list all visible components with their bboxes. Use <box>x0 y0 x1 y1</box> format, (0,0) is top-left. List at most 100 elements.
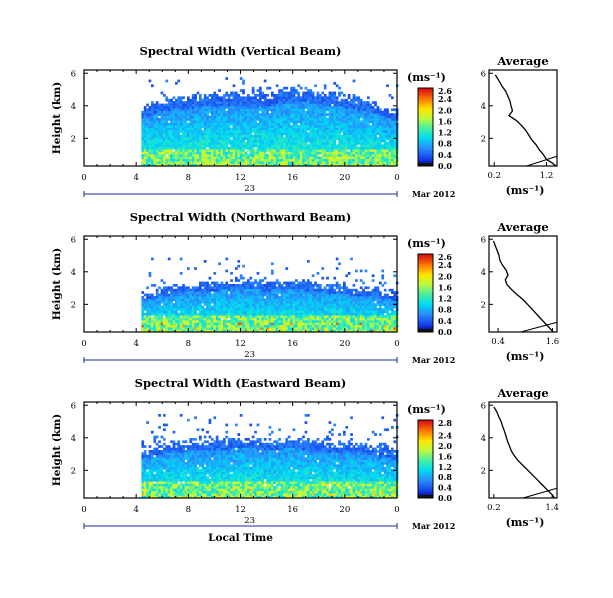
heatmap-cell <box>213 310 217 314</box>
heatmap-cell <box>165 132 169 136</box>
heatmap-cell <box>335 310 339 314</box>
heatmap-cell <box>227 293 231 297</box>
heatmap-cell <box>328 149 332 152</box>
heatmap-cell <box>218 262 221 266</box>
heatmap-cell <box>304 284 308 287</box>
heatmap-cell <box>314 106 317 109</box>
heatmap-cell <box>299 130 303 133</box>
heatmap-cell <box>323 296 327 299</box>
heatmap-cell <box>146 156 149 160</box>
heatmap-cell <box>206 101 209 104</box>
heatmap-cell <box>302 161 305 164</box>
heatmap-cell <box>201 317 205 321</box>
heatmap-cell <box>151 101 154 104</box>
heatmap-cell <box>242 284 245 287</box>
heatmap-cell <box>208 132 212 136</box>
heatmap-cell <box>179 108 183 112</box>
heatmap-cell <box>347 151 351 155</box>
heatmap-cell <box>326 146 329 150</box>
heatmap-cell <box>369 144 373 148</box>
heatmap-cell <box>239 308 243 311</box>
heatmap-cell <box>218 315 221 318</box>
heatmap-cell <box>340 310 344 314</box>
heatmap-cell <box>172 303 176 306</box>
heatmap-cell <box>170 308 173 311</box>
heatmap-cell <box>261 151 265 155</box>
heatmap-cell <box>163 146 166 150</box>
heatmap-cell <box>261 279 265 282</box>
heatmap-cell <box>290 151 293 155</box>
heatmap-cell <box>220 103 224 107</box>
heatmap-cell <box>213 327 217 330</box>
heatmap-cell <box>326 308 329 311</box>
heatmap-cell <box>343 151 346 155</box>
heatmap-cell <box>239 151 243 155</box>
heatmap-cell <box>321 308 325 311</box>
heatmap-cell <box>182 317 185 321</box>
heatmap-cell <box>316 286 320 290</box>
heatmap-cell <box>242 300 245 304</box>
heatmap-cell <box>278 98 281 102</box>
heatmap-cell <box>165 329 169 333</box>
heatmap-cell <box>285 130 289 133</box>
heatmap-cell <box>299 134 303 138</box>
heatmap-cell <box>218 101 221 104</box>
heatmap-cell <box>263 149 267 152</box>
heatmap-cell <box>261 158 265 162</box>
heatmap-cell <box>335 110 339 114</box>
heatmap-cell <box>309 137 313 140</box>
heatmap-cell <box>311 329 315 333</box>
heatmap-cell <box>194 312 197 316</box>
heatmap-cell <box>165 300 169 304</box>
heatmap-cell <box>194 132 197 136</box>
heatmap-cell <box>278 94 281 97</box>
heatmap-cell <box>297 303 301 306</box>
colorbar-segment <box>418 152 433 155</box>
heatmap-cell <box>189 324 193 328</box>
heatmap-cell <box>266 132 269 136</box>
heatmap-cell <box>170 293 173 297</box>
heatmap-cell <box>141 137 145 140</box>
heatmap-cell <box>177 291 181 294</box>
heatmap-cell <box>215 96 219 100</box>
heatmap-cell <box>172 96 176 100</box>
heatmap-cell <box>256 305 260 309</box>
heatmap-cell <box>297 281 301 285</box>
heatmap-cell <box>359 149 363 152</box>
heatmap-cell <box>208 276 212 280</box>
heatmap-cell <box>273 317 277 321</box>
heatmap-cell <box>379 156 382 160</box>
heatmap-cell <box>359 154 363 157</box>
heatmap-cell <box>237 264 241 268</box>
heatmap-cell <box>297 324 301 328</box>
heatmap-cell <box>155 296 159 299</box>
heatmap-cell <box>304 281 308 285</box>
heatmap-cell <box>239 276 243 280</box>
heatmap-cell <box>167 110 171 114</box>
heatmap-cell <box>249 125 253 128</box>
heatmap-cell <box>151 103 154 107</box>
heatmap-cell <box>146 144 149 148</box>
heatmap-cell <box>251 312 255 316</box>
heatmap-cell <box>199 113 202 116</box>
heatmap-cell <box>302 303 305 306</box>
heatmap-cell <box>225 110 229 114</box>
heatmap-cell <box>297 322 301 326</box>
heatmap-cell <box>182 156 185 160</box>
heatmap-cell <box>165 149 169 152</box>
heatmap-cell <box>206 312 209 316</box>
heatmap-cell <box>359 98 363 102</box>
heatmap-cell <box>208 103 212 107</box>
heatmap-cell <box>213 324 217 328</box>
heatmap-cell <box>321 267 325 270</box>
heatmap-cell <box>285 303 289 306</box>
heatmap-cell <box>316 132 320 136</box>
heatmap-cell <box>374 134 377 138</box>
heatmap-cell <box>213 101 217 104</box>
heatmap-cell <box>151 149 154 152</box>
heatmap-cell <box>223 137 226 140</box>
heatmap-cell <box>345 113 349 116</box>
heatmap-cell <box>333 82 337 85</box>
heatmap-cell <box>338 284 341 287</box>
heatmap-cell <box>141 127 145 131</box>
